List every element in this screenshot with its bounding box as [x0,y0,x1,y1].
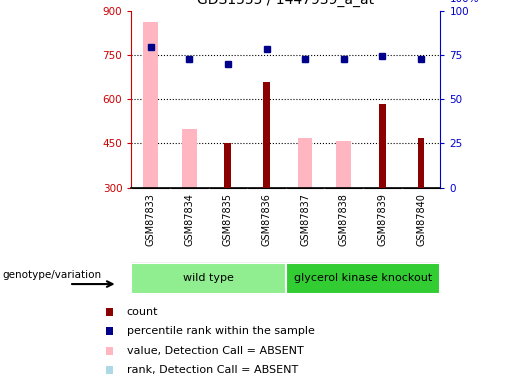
Text: GSM87835: GSM87835 [223,193,233,246]
Text: value, Detection Call = ABSENT: value, Detection Call = ABSENT [127,346,303,356]
Text: glycerol kinase knockout: glycerol kinase knockout [294,273,432,284]
Text: GSM87836: GSM87836 [262,193,271,246]
Bar [182,129,197,188]
Text: percentile rank within the sample: percentile rank within the sample [127,327,315,336]
Text: GSM87839: GSM87839 [377,193,387,246]
Text: rank, Detection Call = ABSENT: rank, Detection Call = ABSENT [127,365,298,375]
Text: GSM87838: GSM87838 [339,193,349,246]
Text: wild type: wild type [183,273,234,284]
Bar [286,262,440,294]
Text: genotype/variation: genotype/variation [3,270,101,280]
Text: 100%: 100% [450,0,480,4]
Bar [263,82,270,188]
Bar [336,141,351,188]
Title: GDS1555 / 1447939_a_at: GDS1555 / 1447939_a_at [197,0,374,8]
Text: GSM87837: GSM87837 [300,193,310,246]
Text: GSM87833: GSM87833 [146,193,156,246]
Bar [298,138,313,188]
Bar [131,262,286,294]
Bar [418,138,424,188]
Bar [379,104,386,188]
Text: GSM87840: GSM87840 [416,193,426,246]
Text: count: count [127,307,158,317]
Text: GSM87834: GSM87834 [184,193,194,246]
Bar [143,21,158,188]
Bar [225,143,231,188]
